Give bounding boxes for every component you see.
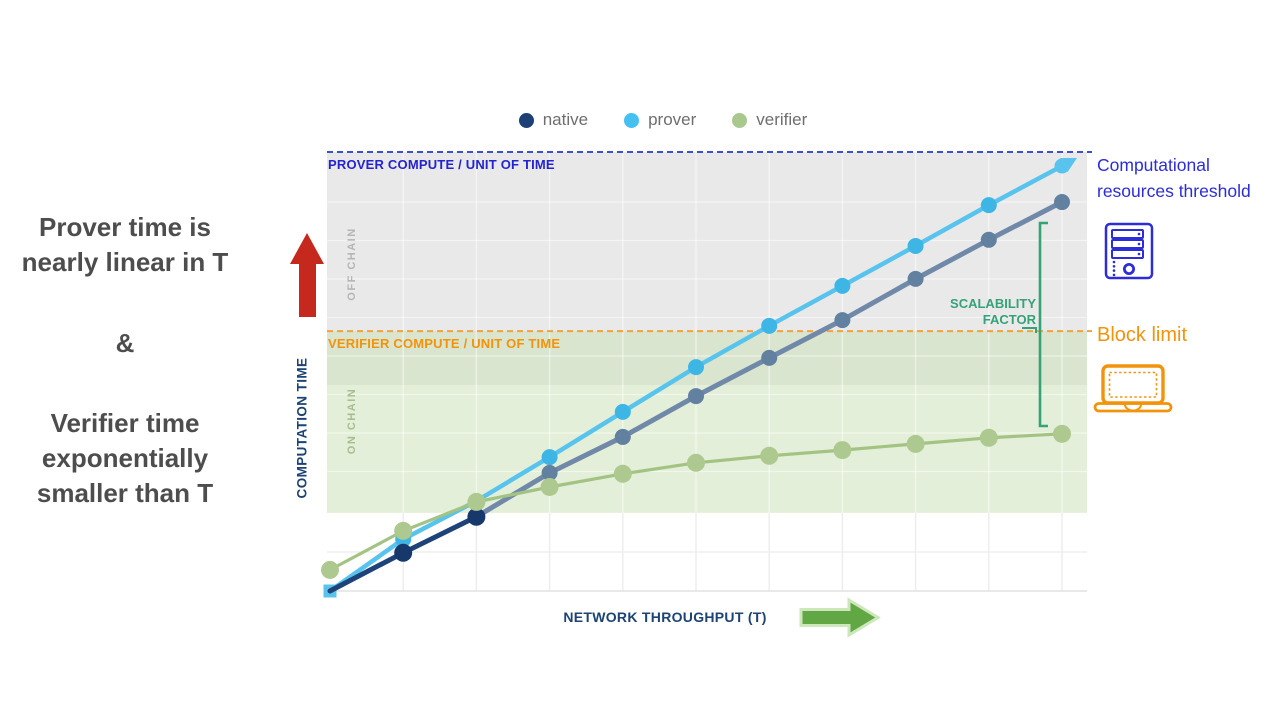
prover-dot [980,197,997,214]
legend-label: prover [648,110,697,129]
native-dot [688,388,704,405]
verifier-dot [906,434,925,453]
note-prover-time: Prover time is nearly linear in T [21,212,229,277]
verifier-dot [540,477,559,496]
left-note: Prover time is nearly linear in T & Veri… [0,210,250,511]
native-dot [394,543,413,562]
verifier-dot [467,492,486,511]
server-icon [1104,222,1154,280]
legend-item-prover: prover [624,110,696,130]
native-dot [614,428,631,445]
y-axis-label: COMPUTATION TIME [294,357,310,499]
verifier-dot [833,441,852,460]
prover-end-arrow [1059,158,1077,173]
computation-time-arrow-icon [290,233,324,317]
verifier-dot [394,521,413,540]
legend-label: native [542,110,589,129]
scalability-factor-label: SCALABILITY FACTOR [950,296,1036,328]
chart-regions [327,152,1087,513]
prover-dot [761,317,778,334]
verifier-dot [1053,424,1071,443]
throughput-arrow-icon [799,597,881,638]
prover-dot [614,403,631,420]
native-dot [1054,194,1070,211]
verifier-legend-dot-icon [732,112,748,128]
data-series [321,158,1077,598]
native-dot [980,231,997,248]
native-legend-dot-icon [518,112,534,128]
note-ampersand: & [115,328,135,358]
legend-item-verifier: verifier [732,110,807,130]
prover-compute-threshold-label: PROVER COMPUTE / UNIT OF TIME [328,157,555,172]
laptop-icon [1093,364,1173,413]
verifier-dot [760,446,779,465]
prover-dot [688,359,704,376]
threshold-lines [327,151,1092,333]
native-dot [761,349,778,366]
verifier-dot [321,560,339,579]
scalability-bracket [1038,221,1048,428]
verifier-dot [687,453,705,472]
prover-dot [541,449,558,466]
legend-label: verifier [756,110,808,129]
verifier-compute-threshold-label: VERIFIER COMPUTE / UNIT OF TIME [328,336,561,351]
off-chain-region-label: OFF CHAIN [346,227,358,301]
prover-dot [907,237,924,254]
block-limit-callout: Block limit [1097,324,1188,346]
x-axis-label: NETWORK THROUGHPUT (T) [563,609,767,625]
scalability-bracket-connector [1022,327,1037,333]
chart-legend: native prover verifier [400,110,926,130]
note-verifier-time: Verifier time exponentially smaller than… [36,408,214,508]
verifier-dot [979,428,998,447]
native-dot [467,507,486,526]
computational-resources-callout: Computational resources threshold [1097,155,1251,202]
native-dot [907,270,924,287]
on-chain-region-label: ON CHAIN [346,387,358,455]
prover-dot [834,277,851,294]
verifier-dot [613,464,632,483]
native-dot [834,312,851,329]
native-dot [541,464,558,481]
legend-item-native: native [518,110,589,130]
prover-legend-dot-icon [624,112,640,128]
